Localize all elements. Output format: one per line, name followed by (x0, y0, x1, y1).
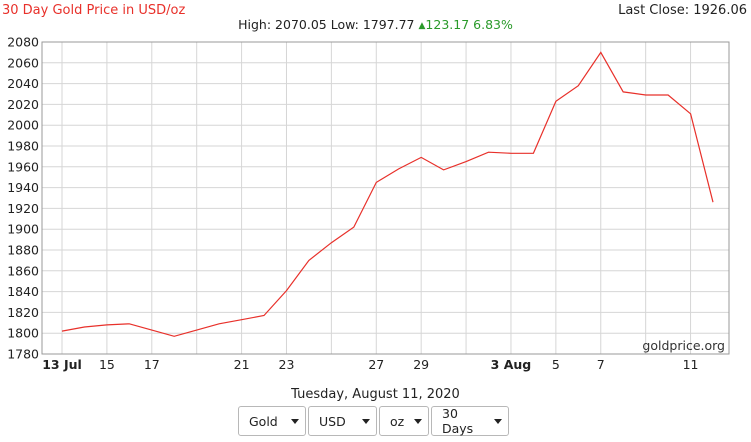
watermark-text: goldprice.org (642, 338, 725, 353)
unit-select-value: oz (390, 413, 405, 429)
x-tick-label: 21 (234, 357, 250, 372)
y-tick-label: 1840 (7, 284, 39, 299)
high-low-text: High: 2070.05 Low: 1797.77 (238, 17, 415, 32)
x-tick-label: 15 (99, 357, 115, 372)
period-select-value: 30 Days (442, 406, 474, 436)
price-chart: 1780 1800 1820 1840 1860 1880 1900 1920 1940 1960… (7, 35, 730, 372)
x-tick-label: 5 (552, 357, 560, 372)
y-tick-label: 2080 (7, 35, 39, 50)
chevron-down-icon (291, 418, 299, 424)
change-value: 123.17 (425, 17, 470, 32)
chart-grid (42, 41, 729, 355)
date-label: Tuesday, August 11, 2020 (291, 387, 460, 402)
up-arrow-icon: ▲ (418, 21, 426, 31)
y-tick-label: 2000 (7, 118, 39, 133)
y-tick-label: 1980 (7, 139, 39, 154)
y-tick-label: 1780 (7, 347, 39, 362)
period-select[interactable]: 30 Days (431, 406, 509, 436)
y-tick-label: 1960 (7, 159, 39, 174)
change-percent: 6.83% (473, 17, 513, 32)
chevron-down-icon (362, 418, 370, 424)
x-tick-label: 27 (368, 357, 384, 372)
y-tick-label: 1920 (7, 201, 39, 216)
x-tick-label: 11 (683, 357, 699, 372)
y-axis-labels: 1780 1800 1820 1840 1860 1880 1900 1920 1940 1960… (7, 35, 39, 362)
y-tick-label: 1900 (7, 222, 39, 237)
y-tick-label: 1800 (7, 326, 39, 341)
price-series-line (61, 51, 714, 337)
x-tick-label: 3 Aug (491, 357, 532, 372)
currency-select-value: USD (319, 413, 346, 429)
chart-title: 30 Day Gold Price in USD/oz (2, 3, 186, 18)
y-tick-label: 1880 (7, 243, 39, 258)
x-axis-labels: 13 Jul 15 17 21 23 27 29 3 Aug 5 7 11 (42, 357, 698, 372)
x-tick-label: 7 (597, 357, 605, 372)
y-tick-label: 2060 (7, 55, 39, 70)
x-tick-label: 23 (279, 357, 295, 372)
plot-border (41, 41, 730, 355)
y-tick-label: 2040 (7, 76, 39, 91)
chevron-down-icon (494, 418, 502, 424)
metal-select[interactable]: Gold (238, 406, 306, 436)
y-tick-label: 1940 (7, 180, 39, 195)
unit-select[interactable]: oz (379, 406, 429, 436)
currency-select[interactable]: USD (308, 406, 377, 436)
y-tick-label: 1860 (7, 263, 39, 278)
last-close-label: Last Close: 1926.06 (618, 3, 747, 18)
chart-controls: Gold USD oz 30 Days (238, 406, 509, 436)
x-tick-label: 17 (144, 357, 160, 372)
price-stats: High: 2070.05 Low: 1797.77 ▲123.17 6.83% (0, 17, 751, 32)
chevron-down-icon (414, 418, 422, 424)
x-tick-label: 29 (413, 357, 429, 372)
y-tick-label: 2020 (7, 97, 39, 112)
x-tick-label: 13 Jul (42, 357, 82, 372)
y-tick-label: 1820 (7, 305, 39, 320)
metal-select-value: Gold (249, 413, 278, 429)
